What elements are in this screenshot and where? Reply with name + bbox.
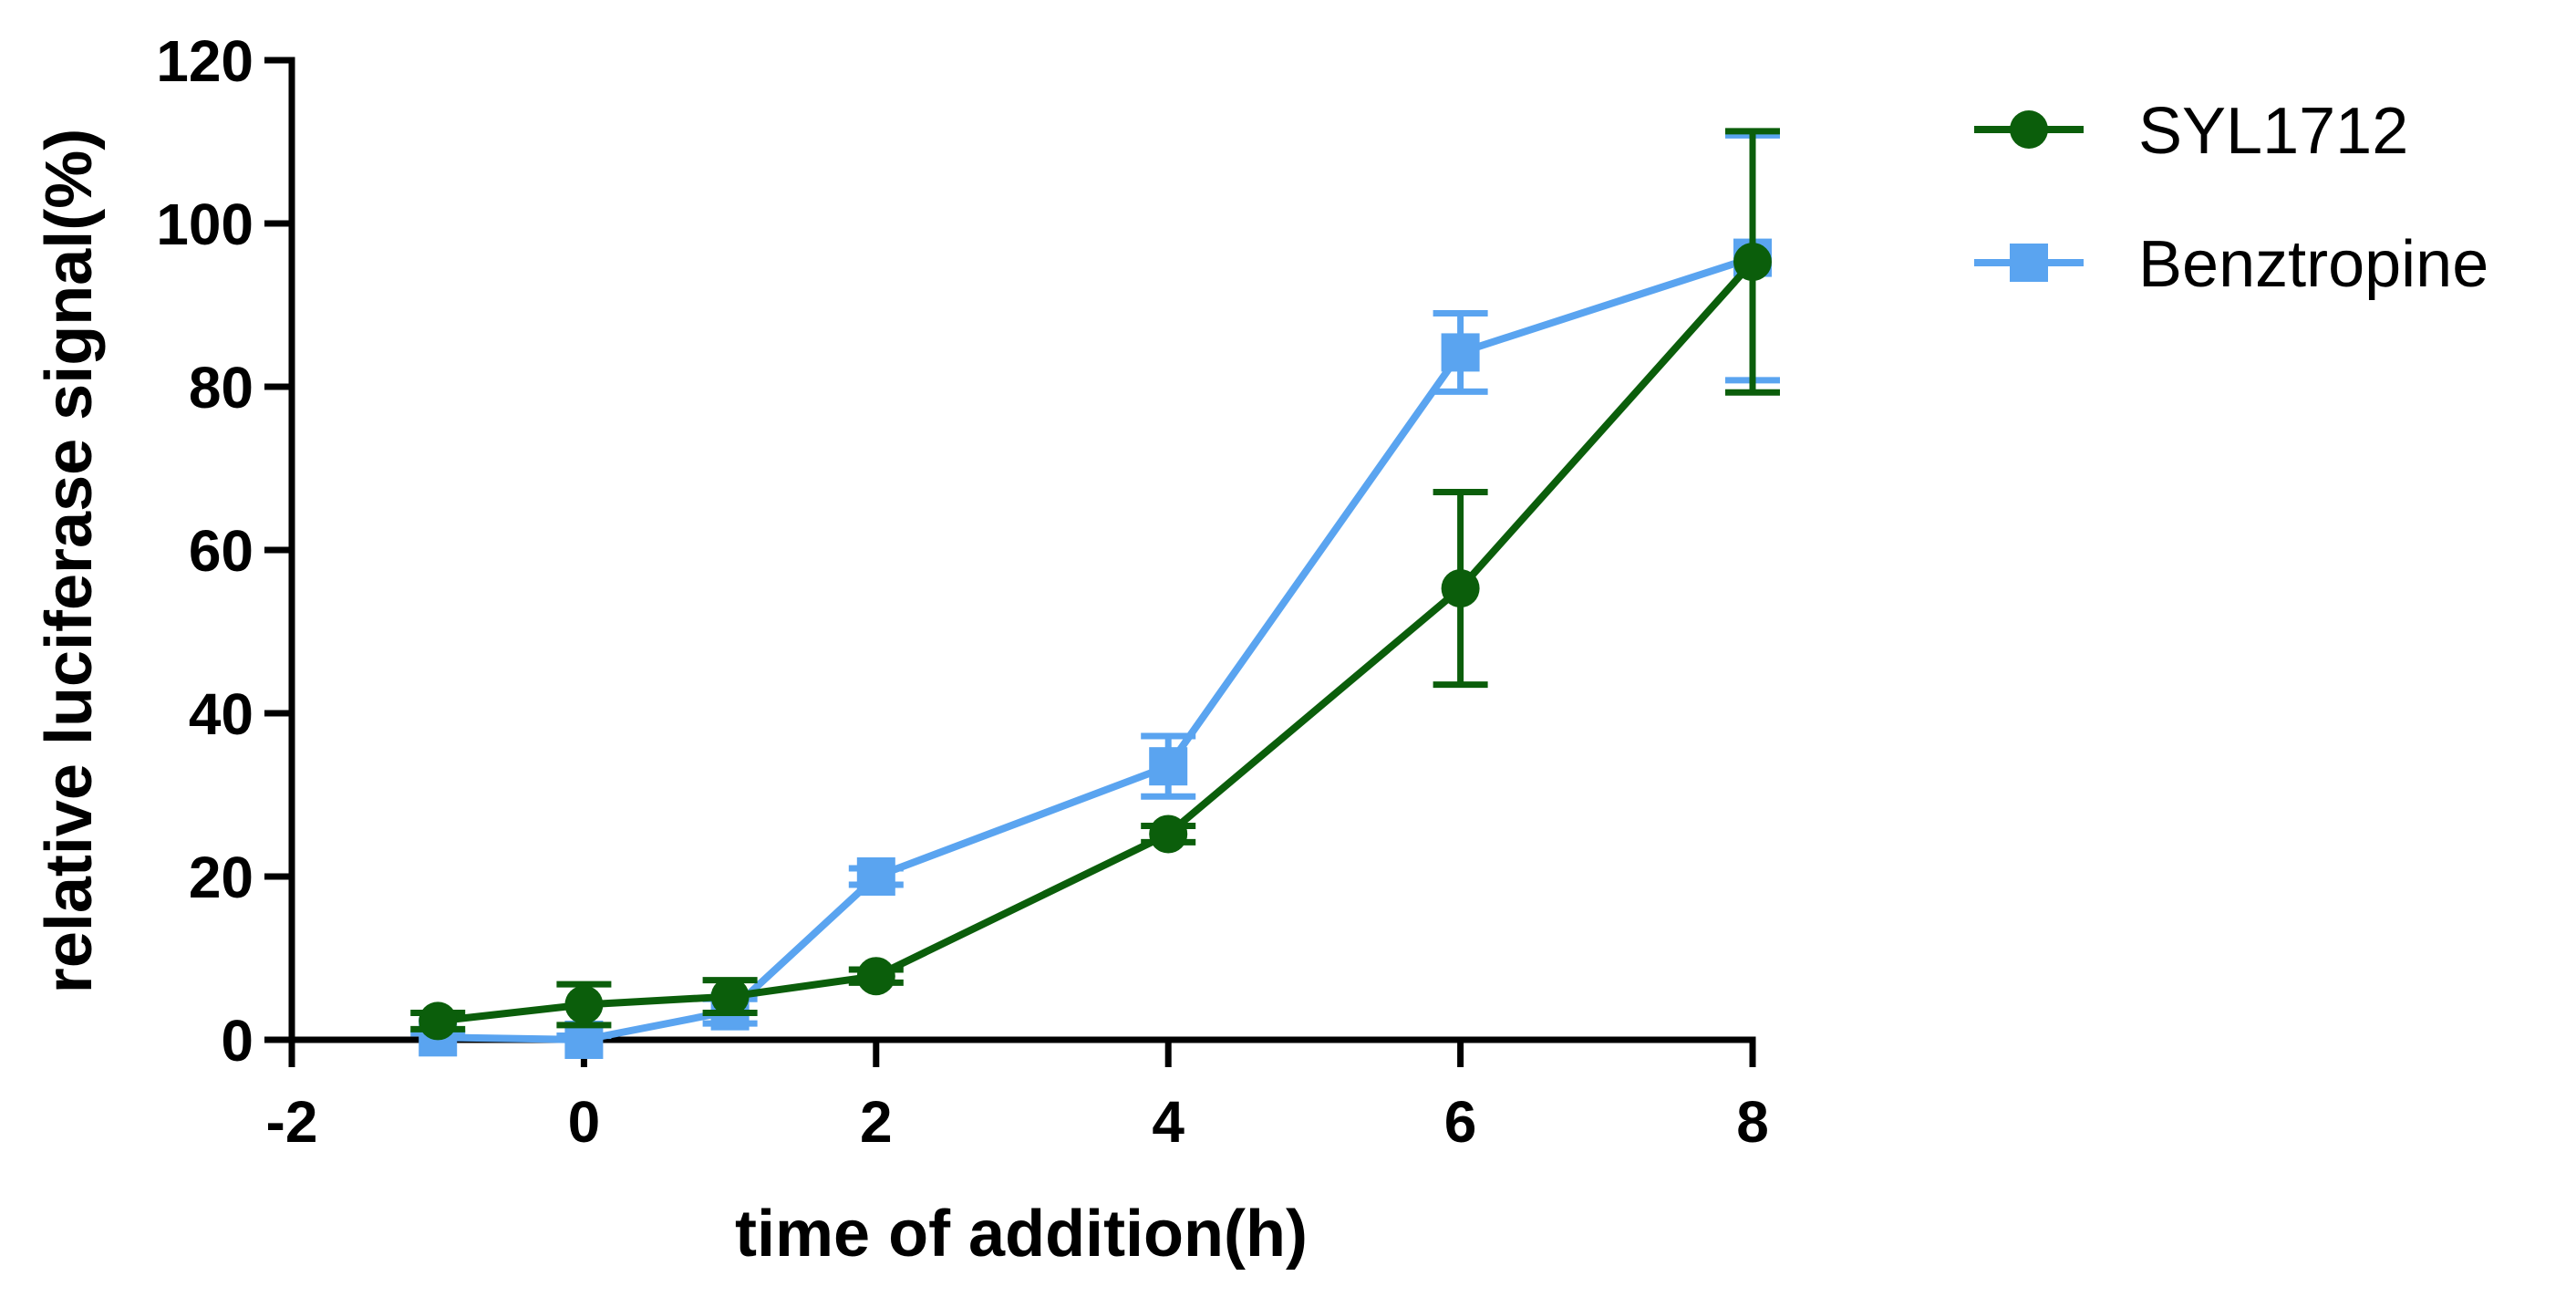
legend-label: Benztropine [2138,228,2488,301]
y-tick-label: 60 [189,518,253,584]
y-tick-label: 0 [221,1008,253,1074]
legend-item-syl1712: SYL1712 [1974,95,2408,168]
data-point [1733,243,1772,282]
y-tick-label: 120 [156,28,253,94]
x-axis-title: time of addition(h) [735,1198,1308,1271]
legend: SYL1712 Benztropine [1974,95,2488,301]
x-tick-label: 0 [568,1089,601,1155]
data-point [419,1001,458,1041]
data-point [1149,747,1188,786]
series-syl1712 [410,128,1780,1041]
x-tick-label: 8 [1736,1089,1769,1155]
data-point [1441,569,1480,608]
data-point [856,857,895,896]
legend-marker [2010,244,2048,282]
series-layer [410,128,1780,1059]
y-tick-label: 80 [189,355,253,420]
series-line [437,259,1755,1025]
x-tick-label: 2 [860,1089,893,1155]
data-point [1441,333,1480,372]
y-tick-label: 20 [189,845,253,910]
series-benztropine [410,131,1780,1059]
y-axis-title: relative luciferase signal(%) [33,129,106,993]
legend-marker [2010,110,2048,149]
data-point [1149,815,1188,854]
x-tick-label: 4 [1152,1089,1185,1155]
series-line [438,254,1754,1043]
y-tick-label: 40 [189,681,253,747]
x-tick-label: 6 [1444,1089,1477,1155]
legend-item-benztropine: Benztropine [1974,228,2488,301]
data-point [564,985,604,1024]
y-tick-label: 100 [156,192,253,257]
data-point [710,977,750,1016]
legend-label: SYL1712 [2138,95,2408,168]
x-tick-label: -2 [266,1089,318,1155]
data-point [856,957,895,996]
